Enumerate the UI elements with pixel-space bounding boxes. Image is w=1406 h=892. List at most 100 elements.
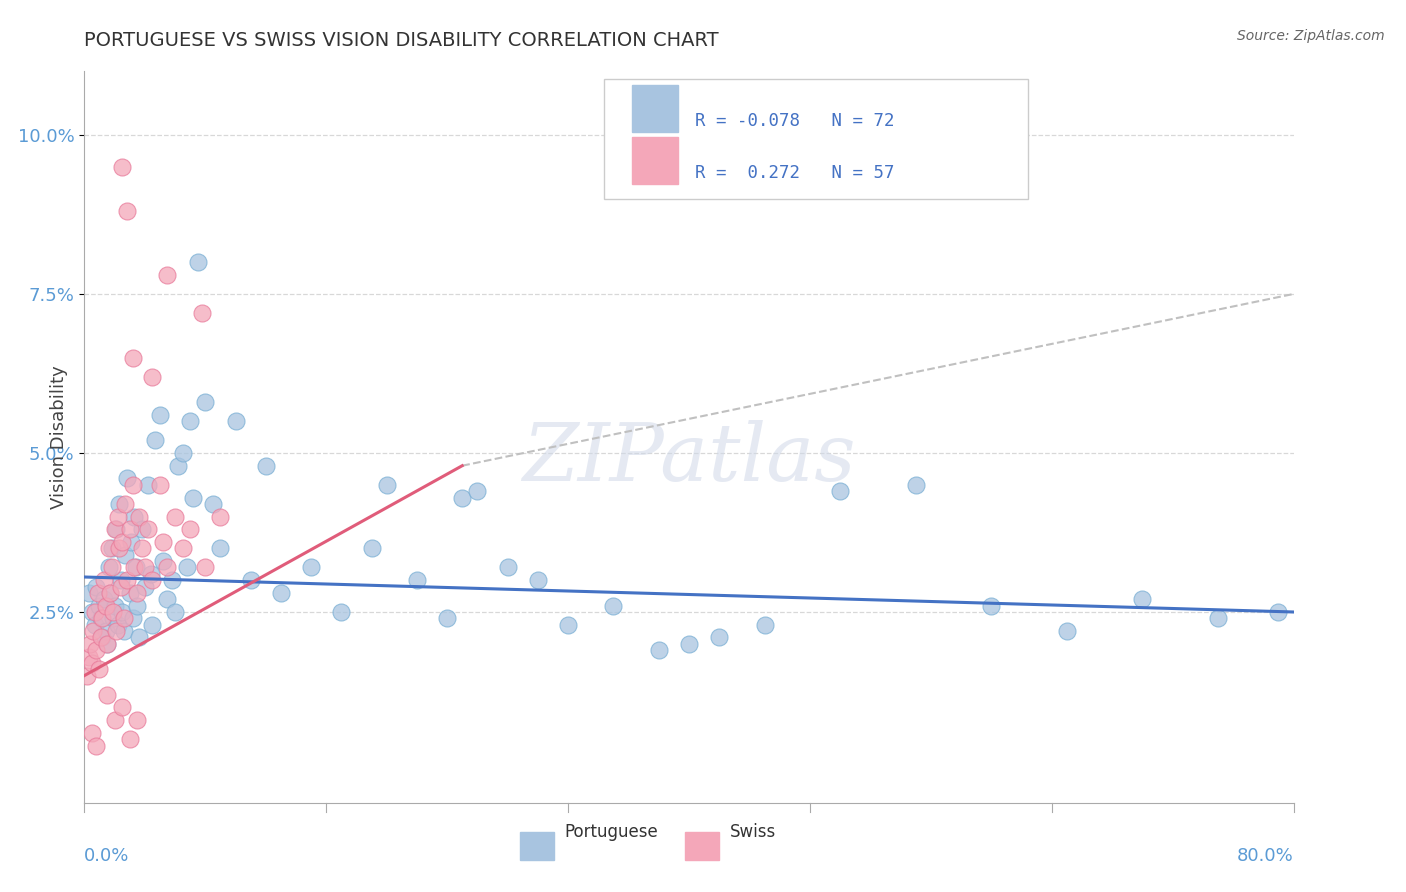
Point (181, 491, 204, 505)
Point (108, 497, 131, 511)
Point (980, 599, 1002, 613)
Point (136, 477, 159, 491)
Point (187, 255, 209, 269)
Point (527, 573, 550, 587)
Point (80, 726, 103, 740)
Point (167, 458, 190, 473)
Point (111, 535, 134, 549)
Point (77, 649, 100, 664)
Point (111, 160, 134, 174)
Point (104, 599, 127, 613)
Text: Swiss: Swiss (730, 823, 776, 841)
Point (94, 624, 117, 638)
Point (118, 522, 141, 536)
Text: 0.0%: 0.0% (84, 847, 129, 865)
Point (436, 611, 458, 625)
Point (191, 306, 214, 320)
Text: R =  0.272   N = 57: R = 0.272 N = 57 (695, 164, 894, 182)
Point (86, 580, 108, 594)
Point (139, 566, 162, 581)
Point (254, 458, 277, 473)
Text: Source: ZipAtlas.com: Source: ZipAtlas.com (1237, 29, 1385, 43)
Point (107, 509, 129, 524)
Point (121, 351, 143, 365)
Point (96, 637, 118, 651)
Point (299, 560, 322, 574)
Point (91, 631, 114, 645)
Point (904, 477, 927, 491)
Point (89, 662, 111, 676)
Point (86, 643, 108, 657)
Point (104, 522, 127, 536)
Point (86, 739, 108, 753)
Point (1267, 605, 1289, 619)
Point (97, 541, 120, 556)
Point (90, 611, 112, 625)
Point (172, 446, 194, 460)
FancyBboxPatch shape (685, 832, 720, 860)
Point (194, 395, 217, 409)
Point (141, 369, 163, 384)
Point (176, 560, 198, 574)
Point (194, 560, 217, 574)
Point (115, 573, 138, 587)
Point (121, 611, 143, 625)
Point (145, 434, 167, 448)
Point (93, 592, 115, 607)
Point (557, 617, 579, 632)
Point (111, 700, 134, 714)
Point (134, 560, 156, 574)
Point (127, 599, 149, 613)
Point (136, 522, 159, 536)
Point (754, 617, 776, 632)
Point (100, 560, 122, 574)
FancyBboxPatch shape (605, 78, 1028, 200)
Point (89, 599, 111, 613)
Point (131, 541, 153, 556)
Point (122, 560, 145, 574)
Point (112, 611, 135, 625)
FancyBboxPatch shape (633, 85, 678, 132)
Point (141, 573, 163, 587)
Text: ZIPatlas: ZIPatlas (522, 420, 856, 498)
Point (97, 560, 120, 574)
Text: PORTUGUESE VS SWISS VISION DISABILITY CORRELATION CHART: PORTUGUESE VS SWISS VISION DISABILITY CO… (84, 31, 718, 50)
Y-axis label: Vision Disability: Vision Disability (49, 365, 67, 509)
Point (156, 560, 179, 574)
Point (209, 541, 232, 556)
Point (101, 611, 124, 625)
Point (830, 484, 852, 499)
Point (128, 631, 150, 645)
Point (115, 471, 138, 485)
Text: Portuguese: Portuguese (564, 823, 658, 841)
Point (172, 541, 194, 556)
Point (156, 268, 179, 282)
Point (121, 477, 143, 491)
Point (101, 605, 124, 619)
Point (100, 541, 122, 556)
Point (82, 624, 104, 638)
Point (80, 605, 103, 619)
Text: R = -0.078   N = 72: R = -0.078 N = 72 (695, 112, 894, 130)
Point (84, 605, 107, 619)
Point (91, 611, 114, 625)
Point (77, 586, 100, 600)
Point (239, 573, 262, 587)
Point (94, 599, 117, 613)
Point (141, 617, 163, 632)
Point (114, 548, 136, 562)
Point (149, 477, 172, 491)
Point (160, 573, 183, 587)
Point (225, 414, 247, 428)
Point (105, 522, 128, 536)
Point (79, 637, 101, 651)
Point (467, 484, 489, 499)
Point (1132, 592, 1154, 607)
Point (128, 509, 150, 524)
Point (165, 509, 187, 524)
Point (149, 408, 172, 422)
Point (96, 637, 118, 651)
Point (201, 497, 224, 511)
Point (134, 580, 156, 594)
Point (87, 586, 110, 600)
